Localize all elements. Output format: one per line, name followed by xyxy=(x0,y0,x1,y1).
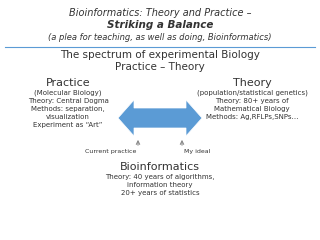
Text: Practice: Practice xyxy=(46,78,90,88)
Text: Striking a Balance: Striking a Balance xyxy=(107,20,213,30)
Text: Theory: Theory xyxy=(233,78,271,88)
Text: (population/statistical genetics)
Theory: 80+ years of
Mathematical Biology
Meth: (population/statistical genetics) Theory… xyxy=(196,90,308,120)
Text: Bioinformatics: Theory and Practice –: Bioinformatics: Theory and Practice – xyxy=(69,8,251,18)
Text: (Molecular Biology)
Theory: Central Dogma
Methods: separation,
visualization
Exp: (Molecular Biology) Theory: Central Dogm… xyxy=(28,90,108,127)
Text: My ideal: My ideal xyxy=(184,149,210,154)
Text: (a plea for teaching, as well as doing, Bioinformatics): (a plea for teaching, as well as doing, … xyxy=(48,33,272,42)
Text: Theory: 40 years of algorithms,
information theory
20+ years of statistics: Theory: 40 years of algorithms, informat… xyxy=(105,174,215,196)
Text: Practice – Theory: Practice – Theory xyxy=(115,62,205,72)
Text: Current practice: Current practice xyxy=(84,149,136,154)
Polygon shape xyxy=(118,100,202,136)
Text: Bioinformatics: Bioinformatics xyxy=(120,162,200,172)
Text: The spectrum of experimental Biology: The spectrum of experimental Biology xyxy=(60,50,260,60)
